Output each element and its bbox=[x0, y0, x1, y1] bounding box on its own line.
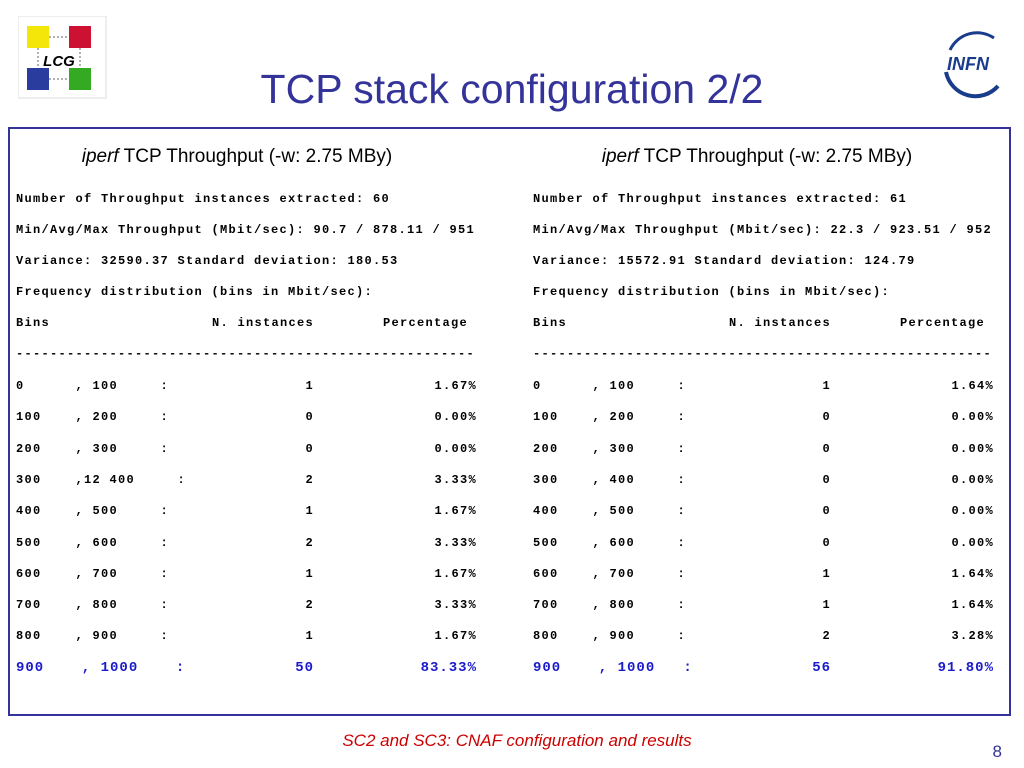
summary-line: Number of Throughput instances extracted… bbox=[533, 192, 908, 206]
percentage: 0.00% bbox=[951, 504, 994, 519]
bin-range: 0 , 100 : bbox=[533, 379, 687, 393]
bin-range: 400 , 500 : bbox=[533, 504, 687, 519]
percentage: 0.00% bbox=[951, 535, 994, 550]
percentage: 91.80% bbox=[937, 659, 994, 676]
logo-square bbox=[27, 26, 49, 48]
panel-heading: iperf TCP Throughput (-w: 2.75 MBy) bbox=[0, 146, 487, 168]
logo-text: INFN bbox=[947, 54, 990, 74]
instance-count: 1 bbox=[305, 379, 314, 393]
logo-text: LCG bbox=[43, 53, 75, 70]
bin-range: 200 , 300 : bbox=[533, 441, 687, 456]
bin-range: 600 , 700 : bbox=[16, 566, 170, 581]
column-header: Bins bbox=[16, 316, 51, 330]
bin-range: 600 , 700 : bbox=[533, 566, 687, 581]
instance-count: 0 bbox=[305, 441, 314, 456]
page-number: 8 bbox=[992, 742, 1002, 761]
slide-title: TCP stack configuration 2/2 bbox=[260, 66, 764, 112]
summary-line: Variance: 32590.37 Standard deviation: 1… bbox=[16, 254, 399, 268]
content-frame bbox=[8, 127, 1011, 716]
bin-range: 800 , 900 : bbox=[533, 629, 687, 644]
instance-count: 56 bbox=[812, 659, 831, 676]
bin-range: 300 ,12 400 : bbox=[16, 472, 187, 487]
percentage: 83.33% bbox=[420, 659, 477, 676]
instance-count: 2 bbox=[822, 629, 831, 644]
summary-line: Frequency distribution (bins in Mbit/sec… bbox=[16, 285, 374, 299]
instance-count: 1 bbox=[305, 566, 314, 581]
percentage: 1.67% bbox=[434, 504, 477, 519]
summary-line: Min/Avg/Max Throughput (Mbit/sec): 90.7 … bbox=[16, 223, 476, 237]
bin-range: 500 , 600 : bbox=[533, 535, 687, 550]
bin-range: 800 , 900 : bbox=[16, 629, 170, 644]
summary-line: Min/Avg/Max Throughput (Mbit/sec): 22.3 … bbox=[533, 223, 993, 237]
instance-count: 0 bbox=[822, 504, 831, 519]
instance-count: 0 bbox=[822, 441, 831, 456]
instance-count: 1 bbox=[822, 566, 831, 581]
percentage: 1.64% bbox=[951, 598, 994, 613]
instance-count: 2 bbox=[305, 598, 314, 613]
panel-heading: iperf TCP Throughput (-w: 2.75 MBy) bbox=[507, 146, 1007, 168]
instance-count: 0 bbox=[305, 410, 314, 425]
instance-count: 0 bbox=[822, 472, 831, 487]
bin-range: 700 , 800 : bbox=[533, 598, 687, 613]
summary-line: Number of Throughput instances extracted… bbox=[16, 192, 391, 206]
logo-arc bbox=[948, 31, 995, 51]
instance-count: 2 bbox=[305, 472, 314, 487]
column-header: N. instances bbox=[728, 316, 831, 330]
percentage: 0.00% bbox=[434, 441, 477, 456]
column-header: Percentage bbox=[899, 316, 985, 330]
bin-range: 100 , 200 : bbox=[16, 410, 170, 425]
percentage: 0.00% bbox=[951, 410, 994, 425]
percentage: 1.67% bbox=[434, 566, 477, 581]
bin-range: 500 , 600 : bbox=[16, 535, 170, 550]
lcg-logo: LCG bbox=[18, 16, 107, 99]
percentage: 3.33% bbox=[434, 598, 477, 613]
instance-count: 0 bbox=[822, 410, 831, 425]
separator: ----------------------------------------… bbox=[16, 347, 476, 361]
bin-range: 400 , 500 : bbox=[16, 504, 170, 519]
percentage: 1.67% bbox=[434, 379, 477, 393]
separator: ----------------------------------------… bbox=[533, 347, 993, 361]
heading-text: TCP Throughput (-w: 2.75 MBy) bbox=[123, 146, 393, 167]
bin-range: 100 , 200 : bbox=[533, 410, 687, 425]
instance-count: 50 bbox=[295, 659, 314, 676]
column-header: Bins bbox=[533, 316, 568, 330]
infn-logo: INFN bbox=[944, 31, 1000, 99]
heading-text: TCP Throughput (-w: 2.75 MBy) bbox=[643, 146, 913, 167]
bin-range: 300 , 400 : bbox=[533, 472, 687, 487]
heading-em: iperf bbox=[601, 146, 639, 167]
logo-square bbox=[69, 26, 91, 48]
logo-arc bbox=[944, 71, 1000, 99]
percentage: 0.00% bbox=[951, 441, 994, 456]
percentage: 1.67% bbox=[434, 629, 477, 644]
percentage: 0.00% bbox=[951, 472, 994, 487]
instance-count: 1 bbox=[822, 598, 831, 613]
summary-line: Frequency distribution (bins in Mbit/sec… bbox=[533, 285, 891, 299]
bin-range: 0 , 100 : bbox=[16, 379, 170, 393]
instance-count: 2 bbox=[305, 535, 314, 550]
percentage: 3.33% bbox=[434, 472, 477, 487]
percentage: 3.28% bbox=[951, 629, 994, 644]
percentage: 1.64% bbox=[951, 379, 994, 393]
percentage: 3.33% bbox=[434, 535, 477, 550]
logo-square bbox=[27, 68, 49, 90]
percentage: 0.00% bbox=[434, 410, 477, 425]
bin-range: 900 , 1000 : bbox=[533, 659, 693, 676]
instance-count: 1 bbox=[305, 504, 314, 519]
column-header: N. instances bbox=[211, 316, 314, 330]
heading-em: iperf bbox=[81, 146, 119, 167]
summary-line: Variance: 15572.91 Standard deviation: 1… bbox=[533, 254, 916, 268]
instance-count: 0 bbox=[822, 535, 831, 550]
logo-square bbox=[69, 68, 91, 90]
bin-range: 200 , 300 : bbox=[16, 441, 170, 456]
bin-range: 900 , 1000 : bbox=[16, 659, 186, 676]
percentage: 1.64% bbox=[951, 566, 994, 581]
bin-range: 700 , 800 : bbox=[16, 598, 170, 613]
instance-count: 1 bbox=[305, 629, 314, 644]
column-header: Percentage bbox=[382, 316, 468, 330]
footer-caption: SC2 and SC3: CNAF configuration and resu… bbox=[342, 731, 692, 750]
instance-count: 1 bbox=[822, 379, 831, 393]
